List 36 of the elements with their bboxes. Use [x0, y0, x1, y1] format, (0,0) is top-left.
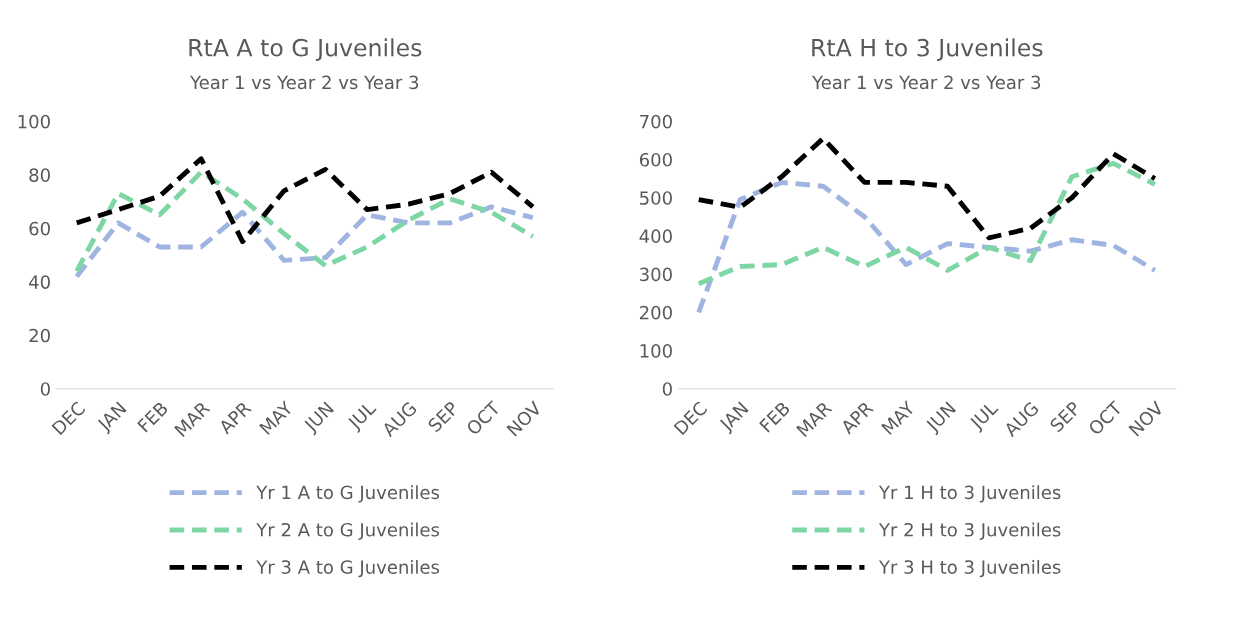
- y-tick-label: 20: [29, 328, 50, 343]
- x-tick-label: SEP: [1049, 400, 1082, 433]
- line-series: [74, 204, 536, 279]
- legend-label: Yr 2 H to 3 Juveniles: [878, 522, 1061, 540]
- line-series: [74, 169, 536, 274]
- legend-label: Yr 2 A to G Juveniles: [256, 522, 440, 540]
- legend-label: Yr 1 A to G Juveniles: [256, 485, 440, 503]
- legend-label: Yr 3 H to 3 Juveniles: [878, 559, 1061, 578]
- line-series: [74, 156, 536, 245]
- line-series: [696, 160, 1158, 287]
- y-tick-label: 40: [29, 275, 50, 289]
- y-tick-label: 0: [40, 382, 50, 396]
- y-tick-label: 200: [639, 305, 672, 320]
- legend-label: Yr 1 H to 3 Juveniles: [878, 485, 1061, 503]
- y-tick-label: 100: [640, 344, 672, 358]
- chart-subtitle: Year 1 vs Year 2 vs Year 3: [189, 75, 419, 90]
- y-tick-label: 400: [639, 229, 672, 244]
- y-tick-label: 60: [29, 221, 50, 236]
- y-tick-label: 300: [640, 267, 672, 282]
- y-tick-label: 80: [29, 168, 50, 182]
- chart-subtitle: Year 1 vs Year 2 vs Year 3: [811, 75, 1041, 90]
- y-tick-label: 100: [18, 114, 50, 129]
- chart-title: RtA H to 3 Juveniles: [812, 38, 1043, 61]
- chart-title: RtA A to G Juveniles: [189, 38, 422, 61]
- line-series: [696, 136, 1158, 241]
- y-tick-label: 500: [640, 191, 672, 205]
- x-tick-label: SEP: [427, 400, 460, 433]
- y-tick-label: 700: [640, 114, 672, 129]
- x-tick-label: FEB: [759, 401, 791, 433]
- x-tick-label: FEB: [137, 401, 169, 433]
- y-tick-label: 600: [639, 152, 672, 167]
- x-tick-label: JUL: [346, 400, 380, 433]
- legend-label: Yr 3 A to G Juveniles: [256, 559, 440, 578]
- y-tick-label: 0: [662, 382, 672, 396]
- x-tick-label: JUL: [968, 400, 1002, 433]
- line-series: [696, 179, 1158, 315]
